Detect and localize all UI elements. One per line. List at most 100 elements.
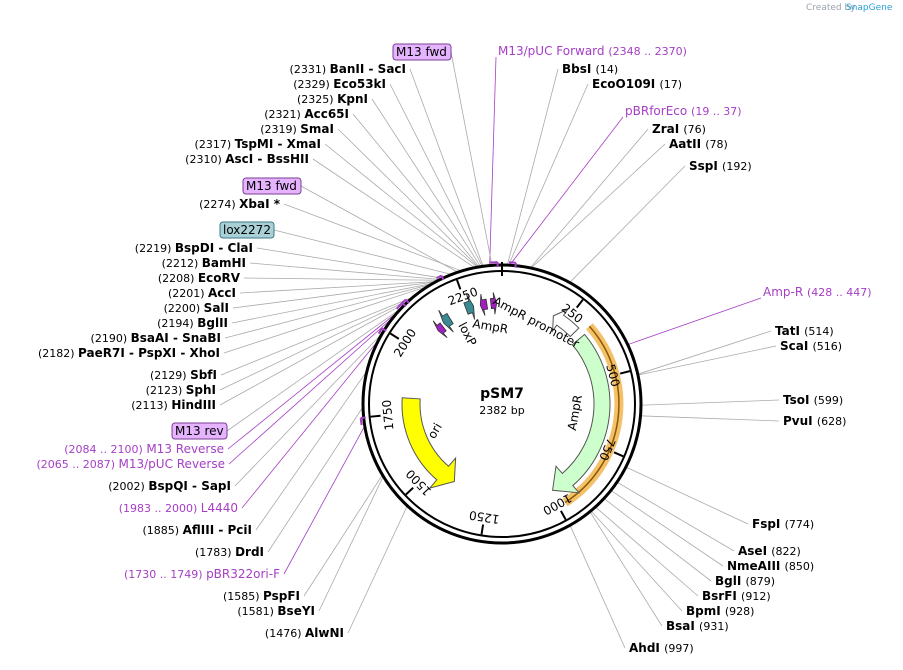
m13-rev-feature[interactable]	[479, 293, 489, 316]
right-site-9[interactable]: FspI (774)	[752, 517, 814, 531]
site-enzyme: DrdI	[235, 545, 264, 559]
tick-250	[575, 299, 584, 309]
leader-left-12	[232, 281, 439, 309]
m13-fwd-box-top[interactable]	[392, 43, 452, 61]
left-site-13[interactable]: (2194) BglII	[157, 316, 228, 330]
primer-mark-end-2	[405, 298, 410, 304]
site-position: (774)	[785, 518, 815, 531]
primer-mark-5	[359, 417, 363, 426]
primer-name: pBR322ori-F	[206, 567, 280, 581]
right-site-15[interactable]: BsaI (931)	[666, 619, 729, 633]
leader-left-20	[255, 368, 369, 531]
right-site-0[interactable]: BbsI (14)	[562, 62, 618, 76]
site-enzyme: BspQI	[148, 479, 188, 493]
left-site-20[interactable]: (1885) AflIII - PciI	[143, 523, 252, 537]
right-primer-0[interactable]: M13/pUC Forward (2348 .. 2370)	[498, 44, 687, 58]
leader-left-19	[234, 329, 386, 487]
left-site-15[interactable]: (2182) PaeR7I - PspXI - XhoI	[38, 346, 220, 360]
site-position: (76)	[683, 123, 706, 136]
leader-left-3	[352, 113, 481, 269]
left-site-14[interactable]: (2190) BsaAI - SnaBI	[91, 331, 221, 345]
leader-m13-rev	[226, 304, 407, 432]
left-site-22[interactable]: (1585) PspFI	[223, 589, 300, 603]
leader-left-9	[249, 262, 443, 281]
right-site-8[interactable]: PvuI (628)	[783, 414, 846, 428]
left-primer-2[interactable]: (1983 .. 2000) L4440	[119, 501, 238, 515]
left-primer-1[interactable]: (2065 .. 2087) M13/pUC Reverse	[36, 457, 225, 471]
right-site-4[interactable]: SspI (192)	[689, 159, 752, 173]
leader-m13-fwd-top	[450, 51, 493, 267]
right-site-2[interactable]: ZraI (76)	[652, 122, 706, 136]
right-site-11[interactable]: NmeAIII (850)	[727, 559, 814, 573]
left-site-4[interactable]: (2319) SmaI	[260, 122, 334, 136]
left-site-18[interactable]: (2113) HindIII	[131, 398, 216, 412]
site-position: (2319)	[260, 123, 300, 136]
right-site-14[interactable]: BpmI (928)	[686, 604, 754, 618]
right-site-5[interactable]: TatI (514)	[775, 324, 834, 338]
primer-mark-0	[489, 261, 498, 264]
right-site-10[interactable]: AseI (822)	[738, 544, 801, 558]
leader-left-22	[303, 473, 384, 597]
small-feature[interactable]	[489, 292, 498, 315]
left-site-23[interactable]: (1581) BseYI	[237, 604, 315, 618]
primer-range: (1983 .. 2000)	[119, 502, 201, 515]
primer-range: (19 .. 37)	[691, 105, 742, 118]
tick-label-1000: 1000	[541, 491, 575, 518]
left-site-5[interactable]: (2317) TspMI - XmaI	[195, 137, 321, 151]
left-site-2[interactable]: (2325) KpnI	[297, 92, 368, 106]
right-site-16[interactable]: AhdI (997)	[629, 641, 694, 655]
right-site-3[interactable]: AatII (78)	[669, 137, 728, 151]
ampr-promoter-arrow[interactable]	[552, 308, 580, 338]
left-primer-3[interactable]: (1730 .. 1749) pBR322ori-F	[124, 567, 280, 581]
right-site-1[interactable]: EcoO109I (17)	[592, 77, 682, 91]
right-primer-2[interactable]: Amp-R (428 .. 447)	[763, 285, 872, 299]
primer-mark-4	[377, 327, 383, 335]
left-site-12[interactable]: (2200) SalI	[164, 301, 229, 315]
leader-right-8	[639, 415, 780, 422]
lox2272-box[interactable]	[219, 221, 275, 239]
left-primer-0[interactable]: (2084 .. 2100) M13 Reverse	[64, 442, 224, 456]
site-enzyme: BsaAI	[131, 331, 169, 345]
tick-2250	[456, 279, 462, 290]
m13-rev-box[interactable]	[171, 422, 228, 440]
left-site-17[interactable]: (2123) SphI	[146, 383, 216, 397]
primer-name: M13/pUC Forward	[498, 44, 608, 58]
left-site-3[interactable]: (2321) Acc65I	[264, 107, 349, 121]
left-site-24[interactable]: (1476) AlwNI	[265, 626, 344, 640]
left-site-1[interactable]: (2329) Eco53kI	[293, 77, 386, 91]
m13-fwd-box-top-text: M13 fwd	[396, 45, 447, 59]
m13-fwd-box[interactable]	[242, 177, 302, 195]
left-site-19[interactable]: (2002) BspQI - SapI	[108, 479, 231, 493]
leader-right-16	[569, 524, 626, 649]
left-site-16[interactable]: (2129) SbfI	[150, 368, 217, 382]
ampr-feature-arrow[interactable]	[552, 333, 611, 494]
primer-name: Amp-R	[763, 285, 807, 299]
loxp-arrow[interactable]	[438, 309, 454, 333]
right-primer-1[interactable]: pBRforEco (19 .. 37)	[625, 104, 742, 118]
left-site-10[interactable]: (2208) EcoRV	[158, 271, 241, 285]
right-site-12[interactable]: BglI (879)	[715, 574, 775, 588]
left-site-9[interactable]: (2212) BamHI	[162, 256, 246, 270]
primer-mark-1	[509, 261, 516, 264]
right-site-13[interactable]: BsrFI (912)	[702, 589, 771, 603]
left-site-11[interactable]: (2201) AccI	[168, 286, 236, 300]
left-site-7[interactable]: (2274) XbaI *	[199, 197, 281, 211]
ori-feature-arrow[interactable]	[401, 397, 457, 489]
ori-label: ori	[425, 421, 445, 442]
site-position: (2331)	[290, 63, 330, 76]
left-site-0[interactable]: (2331) BanII - SacI	[290, 62, 406, 76]
site-position: (2129)	[150, 369, 190, 382]
leader-m13-fwd	[300, 185, 460, 274]
leader-right-7	[639, 399, 780, 406]
lox2272-arrow[interactable]	[463, 294, 475, 320]
site-position: (2194)	[157, 317, 197, 330]
right-site-7[interactable]: TsoI (599)	[783, 393, 843, 407]
left-site-21[interactable]: (1783) DrdI	[195, 545, 264, 559]
site-enzyme: EcoRV	[198, 271, 241, 285]
right-site-6[interactable]: ScaI (516)	[780, 339, 842, 353]
left-site-8[interactable]: (2219) BspDI - ClaI	[135, 241, 253, 255]
left-site-6[interactable]: (2310) AscI - BssHII	[185, 152, 309, 166]
leader-left-23	[318, 475, 385, 612]
tick-label-1250: 1250	[468, 508, 500, 527]
m13-fwd-feature[interactable]	[432, 320, 448, 339]
